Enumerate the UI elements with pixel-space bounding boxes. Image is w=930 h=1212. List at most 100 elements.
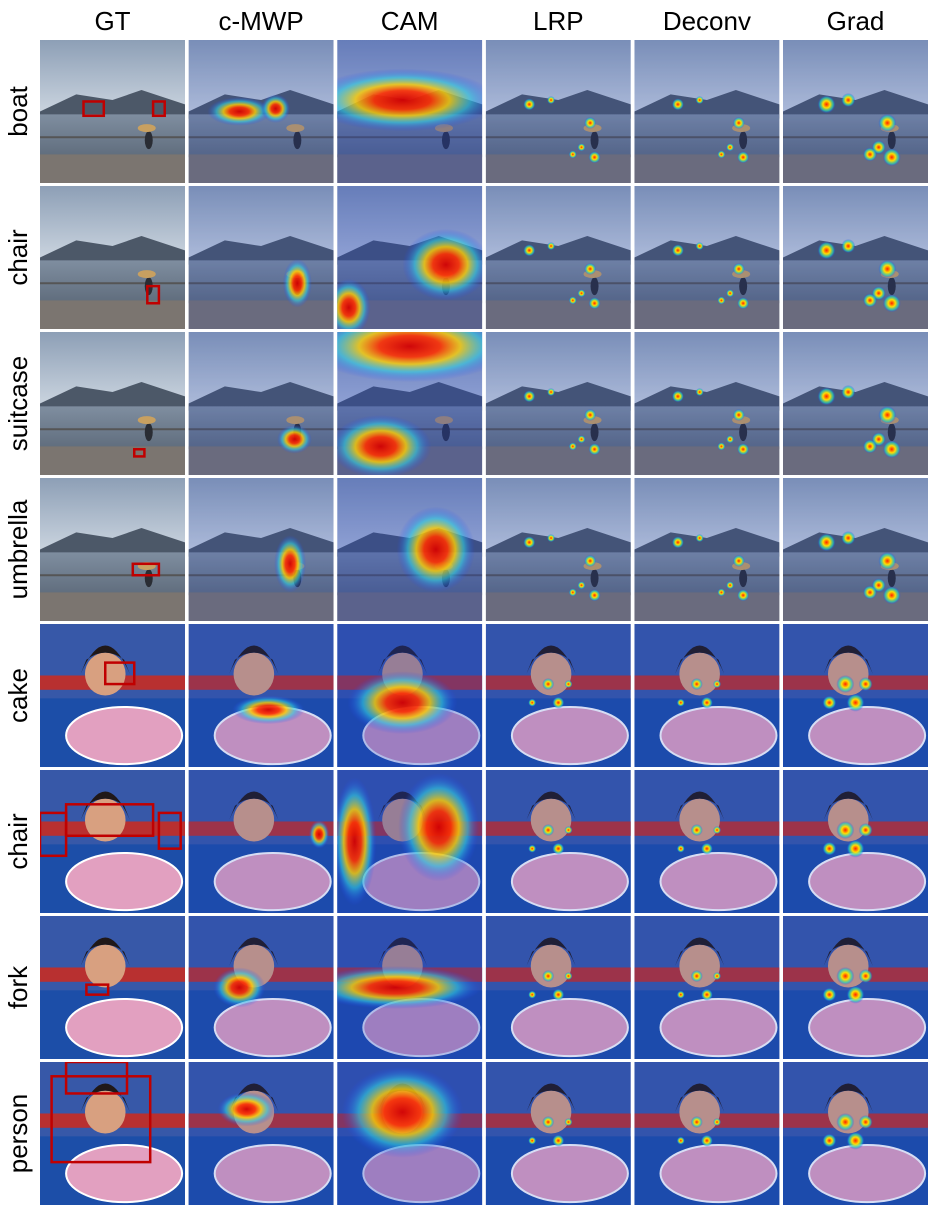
heatmap-blob [342,1066,464,1158]
column-header: Deconv [663,6,751,36]
saliency-dot [528,1137,536,1145]
saliency-dot [726,581,734,589]
saliency-dot [584,117,596,129]
umbrella [138,270,156,278]
heatmap-blob [333,777,377,906]
saliency-dot [733,409,745,421]
column-header: Grad [827,6,885,36]
saliency-dot [733,263,745,275]
water [40,406,185,449]
saliency-dot [883,440,901,458]
heat-tint [783,332,928,475]
heatmap-blob [347,671,457,734]
saliency-dot [528,699,536,707]
saliency-dot [863,439,877,453]
image-cell [783,1062,928,1205]
image-cell [486,1062,631,1205]
saliency-dot [701,1135,713,1147]
image-cell [486,40,631,183]
heatmap-blob [402,229,489,301]
saliency-dot [847,986,865,1004]
row-label: umbrella [3,499,33,599]
heat-tint [634,916,779,1059]
image-cell [634,1062,779,1205]
heatmap-blob [330,415,432,478]
image-cell [783,916,928,1059]
heat-tint [634,332,779,475]
heat-tint [783,478,928,621]
saliency-dot [841,531,855,545]
saliency-dot [717,588,725,596]
saliency-dot [863,293,877,307]
image-cell [783,186,928,329]
saliency-dot [547,242,555,250]
row-label: suitcase [3,356,33,451]
saliency-dot [818,387,836,405]
saliency-dot [569,296,577,304]
saliency-dot [726,435,734,443]
saliency-dot [878,114,896,132]
water [40,552,185,595]
saliency-dot [701,697,713,709]
ground [40,446,185,475]
image-cell [333,770,482,913]
saliency-dot [584,555,596,567]
saliency-dot [822,988,836,1002]
saliency-dot [564,826,572,834]
saliency-dot [737,443,749,455]
figure: GTc-MWPCAMLRPDeconvGradboatchairsuitcase… [0,0,930,1207]
saliency-dot [863,147,877,161]
saliency-dot [677,991,685,999]
image-cell [486,624,631,767]
saliency-dot [859,969,873,983]
image-cell [634,186,779,329]
heatmap-blob [309,820,329,849]
saliency-dot [822,842,836,856]
row-label: person [3,1094,33,1174]
heatmap-blob [274,535,306,592]
saliency-dot [859,677,873,691]
saliency-dot [552,697,564,709]
heatmap-blob [308,966,482,1009]
column-header: LRP [533,6,584,36]
saliency-dot [822,1134,836,1148]
saliency-dot [836,675,854,693]
heat-tint [189,478,334,621]
image-cell [189,770,334,913]
saliency-dot [564,680,572,688]
saliency-dot [713,826,721,834]
ground [40,592,185,621]
heatmap-blob [283,259,312,308]
image-cell [189,916,334,1059]
saliency-dot [863,585,877,599]
image-cell [40,1062,185,1205]
umbrella [138,416,156,424]
page: GTc-MWPCAMLRPDeconvGradboatchairsuitcase… [0,0,930,1207]
plate [66,999,182,1056]
image-cell [189,1062,334,1205]
saliency-dot [691,1116,703,1128]
image-cell [634,624,779,767]
image-cell [337,1062,482,1205]
image-cell [40,40,185,183]
image-cell [634,40,779,183]
image-cell [783,770,928,913]
saliency-dot [542,824,554,836]
heatmap-blob [277,425,312,454]
heat-tint [783,40,928,183]
heat-tint [486,770,631,913]
image-cell [486,332,631,475]
heat-tint [634,478,779,621]
heat-tint [189,332,334,475]
saliency-dot [696,534,704,542]
image-cell [634,770,779,913]
saliency-dot [836,821,854,839]
image-cell [189,332,334,475]
heat-tint [634,1062,779,1205]
image-cell [783,332,928,475]
ground [40,154,185,183]
person [145,131,153,149]
heat-tint [486,1062,631,1205]
saliency-dot [578,289,586,297]
saliency-dot [547,534,555,542]
